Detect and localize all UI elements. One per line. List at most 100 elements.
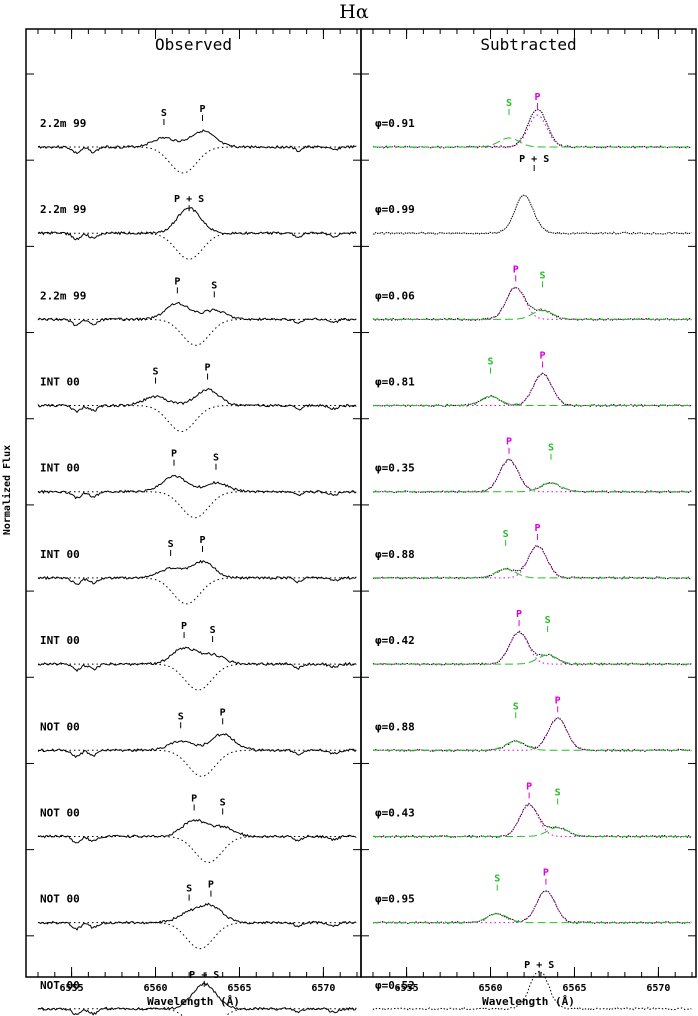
- marker-p: P: [181, 621, 187, 632]
- marker-ps: P + S: [519, 154, 549, 165]
- panel-frame: [25, 28, 362, 978]
- spectrum-9: NOT 00 P S: [37, 793, 357, 864]
- secondary-fit-trace: [373, 568, 692, 579]
- marker-p: P: [516, 609, 522, 620]
- panel-observed: Observed 6555 6560 6565 6570 Wavelength (Å) 2.…: [25, 28, 362, 1016]
- spectrum-trace: [372, 372, 692, 408]
- secondary-fit-trace: [373, 482, 692, 493]
- model-absorption-trace: [38, 146, 357, 174]
- secondary-fit-trace: [373, 309, 692, 320]
- spectrum-label: INT 00: [40, 548, 80, 561]
- marker-s: S: [548, 443, 554, 454]
- spectrum-4: INT 00 S P: [37, 363, 357, 433]
- spectrum-trace: [372, 545, 692, 580]
- spectrum-trace: [372, 717, 692, 752]
- spectrum-1: φ=0.91 S P P + S: [372, 92, 692, 171]
- secondary-fit-trace: [373, 740, 692, 751]
- marker-p: P: [535, 92, 541, 103]
- spectrum-label: NOT 00: [40, 979, 80, 992]
- spectrum-trace: [372, 970, 692, 1011]
- spectrum-10: φ=0.95 S P: [372, 868, 692, 925]
- model-absorption-trace: [38, 749, 357, 777]
- x-tick-label: 6555: [395, 983, 419, 994]
- spectrum-label: INT 00: [40, 634, 80, 647]
- panel-title: Observed: [155, 35, 232, 54]
- x-axis-label: Wavelength (Å): [482, 995, 575, 1008]
- x-tick-label: 6565: [227, 983, 251, 994]
- marker-p: P: [191, 793, 197, 804]
- spectrum-trace: [372, 630, 692, 666]
- marker-s: S: [213, 453, 219, 464]
- spectrum-7: INT 00 P S: [37, 621, 357, 691]
- marker-s: S: [168, 539, 174, 550]
- spectrum-trace: [37, 474, 357, 500]
- spectrum-label: INT 00: [40, 376, 80, 389]
- spectrum-5: φ=0.35 P S: [372, 437, 692, 494]
- marker-ps: P + S: [174, 194, 204, 205]
- marker-p: P: [513, 264, 519, 275]
- spectrum-3: 2.2m 99 P S: [37, 276, 357, 346]
- spectrum-label: 2.2m 99: [40, 117, 86, 130]
- spectrum-trace: [38, 902, 357, 931]
- marker-s: S: [503, 529, 509, 540]
- spectrum-label: φ=0.91: [375, 117, 415, 130]
- marker-ps: P + S: [524, 960, 554, 971]
- spectrum-trace: [37, 207, 357, 241]
- marker-p: P: [535, 523, 541, 534]
- marker-p: P: [200, 104, 206, 115]
- secondary-fit-trace: [373, 137, 692, 148]
- marker-s: S: [161, 108, 167, 119]
- spectrum-label: φ=0.88: [375, 548, 415, 561]
- secondary-fit-trace: [373, 913, 692, 924]
- x-tick-label: 6555: [60, 983, 84, 994]
- spectrum-label: φ=0.95: [375, 893, 415, 906]
- panel-title: Subtracted: [480, 35, 576, 54]
- spectrum-trace: [372, 194, 692, 235]
- y-axis-label: Normalized Flux: [1, 445, 13, 535]
- primary-fit-trace: [373, 459, 692, 493]
- primary-fit-trace: [373, 373, 692, 406]
- marker-p: P: [540, 351, 546, 362]
- spectrum-trace: [37, 387, 357, 414]
- marker-s: S: [210, 625, 216, 636]
- marker-p: P: [506, 437, 512, 448]
- spectrum-trace: [37, 818, 357, 844]
- spectrum-3: φ=0.06 P S: [372, 264, 692, 322]
- spectrum-trace: [37, 301, 357, 327]
- spectrum-label: φ=0.52: [375, 979, 415, 992]
- secondary-fit-trace: [373, 396, 692, 406]
- marker-s: S: [540, 270, 546, 281]
- marker-p: P: [171, 449, 177, 460]
- spectrum-label: NOT 00: [40, 806, 80, 819]
- spectrum-label: φ=0.81: [375, 376, 415, 389]
- spectrum-9: φ=0.43 P S: [372, 781, 692, 839]
- spectrum-trace: [37, 733, 357, 759]
- spectrum-label: φ=0.06: [375, 289, 415, 302]
- spectrum-6: φ=0.88 S P: [372, 523, 692, 580]
- spectrum-6: INT 00 S P: [37, 535, 357, 605]
- marker-p: P: [205, 363, 211, 374]
- spectrum-5: INT 00 P S: [37, 449, 357, 519]
- spectrum-label: φ=0.42: [375, 634, 415, 647]
- spectrum-11: NOT 00 P + S: [37, 970, 357, 1016]
- marker-p: P: [543, 868, 549, 879]
- spectrum-trace: [372, 287, 692, 322]
- model-absorption-trace: [38, 577, 357, 605]
- spectrum-trace: [37, 129, 357, 155]
- spectrum-trace: [372, 109, 692, 149]
- marker-s: S: [220, 797, 226, 808]
- spectrum-11: φ=0.52 P + S: [372, 960, 692, 1011]
- marker-s: S: [488, 357, 494, 368]
- spectrum-trace: [372, 802, 692, 839]
- model-absorption-trace: [38, 405, 357, 433]
- marker-s: S: [506, 98, 512, 109]
- marker-p: P: [220, 707, 226, 718]
- marker-s: S: [494, 874, 500, 885]
- model-absorption-trace: [38, 318, 357, 346]
- model-absorption-trace: [38, 663, 357, 691]
- spectrum-label: φ=0.99: [375, 203, 415, 216]
- spectrum-label: NOT 00: [40, 893, 80, 906]
- marker-p: P: [174, 276, 180, 287]
- marker-p: P: [555, 695, 561, 706]
